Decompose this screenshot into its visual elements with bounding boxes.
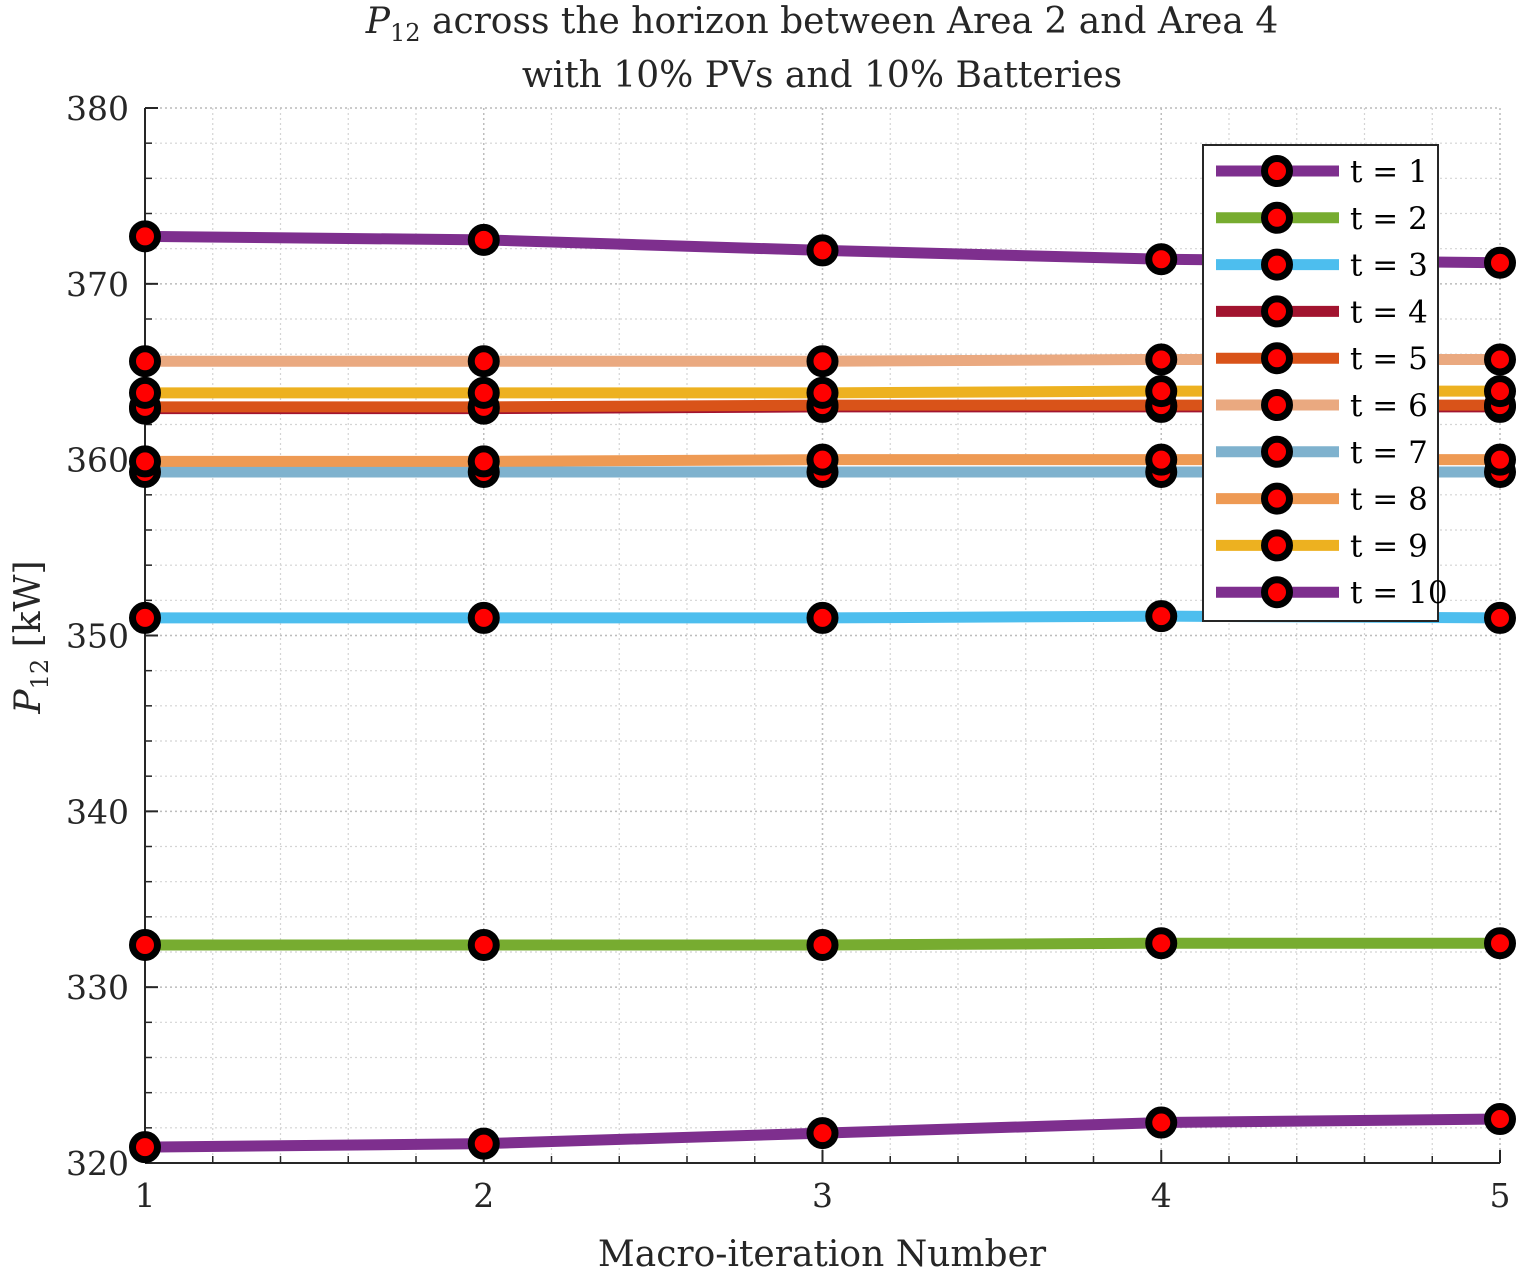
legend-marker-t7 [1261, 435, 1293, 468]
x-tick-label: 2 [473, 1176, 494, 1215]
x-tick-label: 3 [812, 1176, 833, 1215]
title-subscript: 12 [390, 19, 421, 47]
y-axis-label: P12 [kW] [8, 560, 54, 714]
data-point-t10 [1145, 1106, 1178, 1139]
data-point-t8 [1484, 443, 1516, 476]
data-point-t1 [467, 223, 500, 256]
y-tick-label: 370 [66, 265, 129, 304]
legend: t = 1 t = 2 t = 3 t = 4 t = 5 t = 6 t = 7 t = 8… [1202, 144, 1448, 622]
data-point-t6 [129, 345, 161, 378]
data-point-t10 [806, 1117, 839, 1150]
data-point-t2 [129, 928, 161, 961]
y-label-unit: [kW] [8, 560, 49, 658]
title-rest: across the horizon between Area 2 and Ar… [421, 1, 1279, 42]
y-tick-label: 380 [66, 89, 129, 128]
legend-label-t7: t = 7 [1350, 435, 1428, 471]
data-point-t2 [467, 928, 500, 961]
data-point-t9 [1145, 375, 1178, 408]
legend-label-t2: t = 2 [1350, 201, 1428, 237]
y-tick-label: 340 [66, 792, 129, 831]
legend-marker-t10 [1261, 576, 1293, 609]
legend-label-t6: t = 6 [1350, 388, 1428, 424]
data-point-t3 [467, 601, 500, 634]
legend-marker-t4 [1261, 295, 1293, 328]
legend-marker-t5 [1261, 342, 1293, 375]
legend-marker-t9 [1261, 529, 1293, 562]
data-point-t1 [1145, 243, 1178, 276]
data-point-t2 [1484, 927, 1516, 960]
x-axis-label: Macro-iteration Number [598, 1234, 1047, 1275]
data-point-t6 [1145, 343, 1178, 376]
legend-marker-t2 [1261, 201, 1293, 234]
y-label-subscript: 12 [26, 659, 54, 690]
data-point-t9 [806, 376, 839, 409]
y-tick-label: 330 [66, 968, 129, 1007]
title-line-2: with 10% PVs and 10% Batteries [522, 55, 1122, 96]
legend-label-t5: t = 5 [1350, 341, 1428, 377]
legend-label-t10: t = 10 [1350, 575, 1448, 611]
axes: 1 2 3 4 5 320 330 340 350 360 370 380 [66, 89, 1511, 1215]
data-point-t1 [1484, 246, 1516, 279]
title-symbol: P [365, 1, 391, 42]
data-point-t3 [806, 601, 839, 634]
data-point-t9 [467, 376, 500, 409]
y-tick-label: 350 [66, 617, 129, 656]
legend-marker-t3 [1261, 248, 1293, 281]
data-point-t6 [806, 345, 839, 378]
x-tick-label: 5 [1490, 1176, 1511, 1215]
data-point-t10 [467, 1127, 500, 1160]
data-point-t1 [806, 234, 839, 267]
data-point-t2 [806, 928, 839, 961]
legend-label-t1: t = 1 [1350, 154, 1428, 190]
legend-marker-t8 [1261, 482, 1293, 515]
title-line-1: P12 across the horizon between Area 2 an… [365, 1, 1278, 47]
legend-marker-t6 [1261, 389, 1293, 421]
legend-label-t9: t = 9 [1350, 528, 1428, 564]
y-label-symbol: P [8, 689, 49, 715]
data-point-t10 [129, 1131, 161, 1164]
y-tick-label: 360 [66, 441, 129, 480]
data-point-t1 [129, 220, 161, 253]
data-point-t10 [1484, 1103, 1516, 1136]
y-tick-label: 320 [66, 1144, 129, 1183]
data-point-t9 [129, 376, 161, 409]
data-point-t3 [1145, 600, 1178, 633]
data-point-t8 [467, 445, 500, 478]
data-point-t8 [129, 445, 161, 478]
x-tick-label: 4 [1151, 1176, 1172, 1215]
data-point-t9 [1484, 375, 1516, 408]
legend-label-t4: t = 4 [1350, 294, 1428, 330]
data-point-t6 [467, 345, 500, 378]
legend-label-t3: t = 3 [1350, 248, 1428, 284]
legend-label-t8: t = 8 [1350, 482, 1428, 518]
data-point-t8 [806, 443, 839, 476]
chart-title: P12 across the horizon between Area 2 an… [365, 1, 1278, 96]
data-point-t8 [1145, 443, 1178, 476]
data-point-t2 [1145, 927, 1178, 960]
data-point-t3 [1484, 601, 1516, 634]
data-point-t6 [1484, 343, 1516, 376]
data-point-t3 [129, 601, 161, 634]
legend-marker-t1 [1261, 155, 1293, 187]
x-tick-label: 1 [135, 1176, 156, 1215]
